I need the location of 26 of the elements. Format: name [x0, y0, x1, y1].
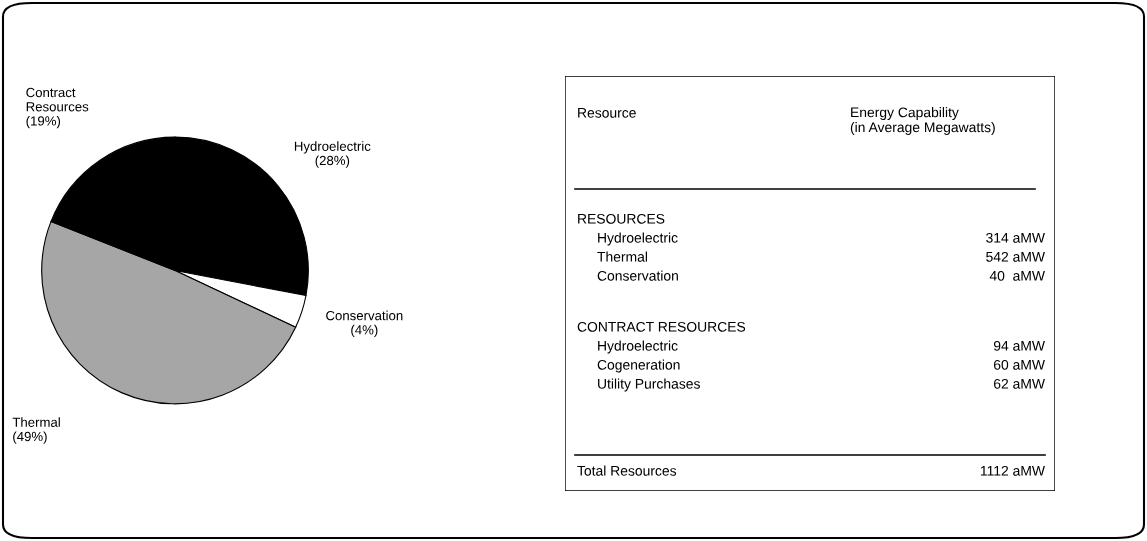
text: 62 aMW	[994, 378, 1045, 389]
text: 1112 aMW	[980, 465, 1045, 476]
data-label: (19%)	[26, 115, 61, 129]
slice-label: Contract Resources	[26, 87, 89, 112]
data-label: (4%)	[351, 324, 378, 338]
text: Hydroelectric	[598, 340, 678, 354]
text: Thermal	[597, 251, 648, 262]
text: Energy Capability (in Average Megawatts)	[850, 107, 995, 135]
text: Hydroelectric	[598, 232, 678, 246]
text: 40 aMW	[989, 270, 1045, 281]
text: Total Resources	[577, 465, 677, 476]
text: 542 aMW	[986, 251, 1045, 262]
text: Conservation	[597, 270, 678, 281]
text: Utility Purchases	[598, 378, 700, 392]
text: 94 aMW	[993, 340, 1045, 351]
data-label: (28%)	[315, 155, 350, 168]
text: 314 aMW	[986, 232, 1045, 243]
data-label: (49%)	[13, 431, 47, 444]
text: Cogeneration	[597, 359, 680, 373]
text: RESOURCES	[578, 213, 665, 224]
slice-label: Conservation	[326, 310, 403, 321]
text: Resource	[578, 108, 636, 118]
text: CONTRACT RESOURCES	[577, 321, 746, 332]
slice-label: Hydroelectric	[294, 141, 371, 154]
text: 60 aMW	[994, 359, 1045, 370]
slice-label: Thermal	[12, 417, 60, 427]
